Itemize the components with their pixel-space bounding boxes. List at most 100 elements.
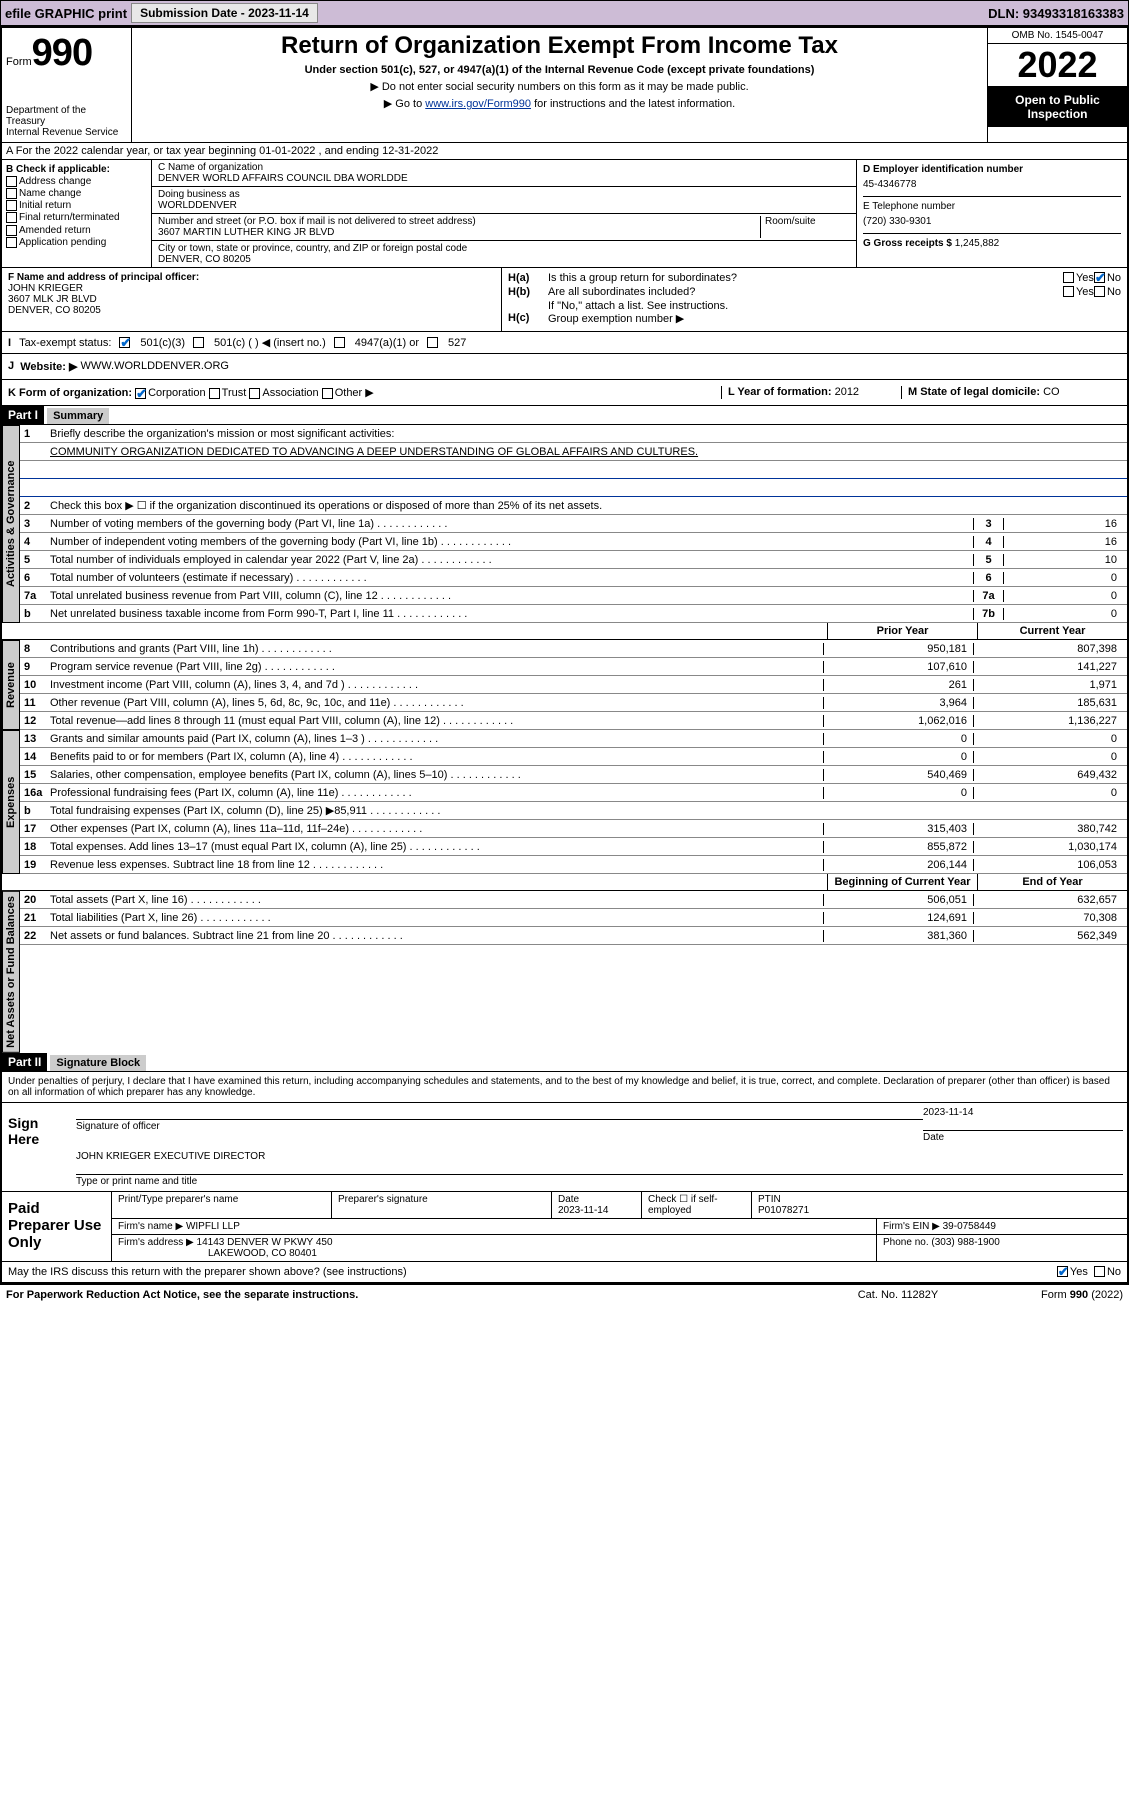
col-f-officer: F Name and address of principal officer:… — [2, 268, 502, 331]
i-label: Tax-exempt status: — [19, 337, 111, 349]
summary-line: 7a Total unrelated business revenue from… — [20, 587, 1127, 605]
financial-line: 8 Contributions and grants (Part VIII, l… — [20, 640, 1127, 658]
c-street-label: Number and street (or P.O. box if mail i… — [158, 216, 760, 227]
hb-yes[interactable] — [1063, 286, 1074, 297]
financial-line: 19 Revenue less expenses. Subtract line … — [20, 856, 1127, 874]
rev-col-header: Prior Year Current Year — [2, 623, 1127, 640]
dln-label: DLN: 93493318163383 — [988, 6, 1124, 21]
cb-amended-return[interactable]: Amended return — [6, 225, 147, 236]
section-bcd: B Check if applicable: Address change Na… — [2, 160, 1127, 268]
firm-ein-label: Firm's EIN ▶ — [883, 1221, 940, 1232]
firm-city: LAKEWOOD, CO 80401 — [118, 1248, 317, 1259]
form-header: Form990 Department of the Treasury Inter… — [2, 28, 1127, 143]
cb-application-pending[interactable]: Application pending — [6, 237, 147, 248]
part2-num: Part II — [2, 1053, 47, 1071]
cb-4947[interactable] — [334, 337, 345, 348]
cb-association[interactable] — [249, 388, 260, 399]
discuss-yes[interactable] — [1057, 1266, 1068, 1277]
irs-link[interactable]: www.irs.gov/Form990 — [425, 98, 531, 110]
e-phone-label: E Telephone number — [863, 201, 1121, 212]
summary-line: 5 Total number of individuals employed i… — [20, 551, 1127, 569]
row-k-form-org: K Form of organization: Corporation Trus… — [2, 380, 1127, 406]
financial-line: 9 Program service revenue (Part VIII, li… — [20, 658, 1127, 676]
sig-name-label: Type or print name and title — [76, 1174, 1123, 1187]
ptin-label: PTIN — [758, 1194, 781, 1205]
cb-name-change[interactable]: Name change — [6, 188, 147, 199]
paid-preparer-label: Paid Preparer Use Only — [2, 1192, 112, 1261]
form-number: 990 — [32, 32, 92, 74]
officer-sig-line: Signature of officer — [76, 1119, 923, 1132]
g-gross: 1,245,882 — [955, 238, 1000, 249]
part1-num: Part I — [2, 406, 44, 424]
firm-addr-label: Firm's address ▶ — [118, 1237, 194, 1248]
sig-date-label: Date — [923, 1130, 1123, 1143]
form-subtitle: Under section 501(c), 527, or 4947(a)(1)… — [136, 64, 983, 76]
summary-line: 6 Total number of volunteers (estimate i… — [20, 569, 1127, 587]
top-bar: efile GRAPHIC print Submission Date - 20… — [0, 0, 1129, 26]
firm-addr: 14143 DENVER W PKWY 450 — [197, 1237, 333, 1248]
sign-here-label: Sign Here — [2, 1103, 72, 1191]
firm-name: WIPFLI LLP — [186, 1221, 240, 1232]
col-begin: Beginning of Current Year — [827, 874, 977, 890]
header-left: Form990 Department of the Treasury Inter… — [2, 28, 132, 142]
l-val: 2012 — [835, 386, 859, 398]
ha-yes[interactable] — [1063, 272, 1074, 283]
submission-date-button[interactable]: Submission Date - 2023-11-14 — [131, 3, 318, 23]
cb-final-return[interactable]: Final return/terminated — [6, 212, 147, 223]
f-street: 3607 MLK JR BLVD — [8, 294, 495, 305]
l-label: L Year of formation: — [728, 386, 832, 398]
ha-text: Is this a group return for subordinates? — [548, 272, 1063, 284]
cb-501c[interactable] — [193, 337, 204, 348]
k-label: K Form of organization: — [8, 387, 132, 399]
d-ein-label: D Employer identification number — [863, 164, 1121, 175]
declaration-text: Under penalties of perjury, I declare th… — [2, 1072, 1127, 1102]
summary-line: b Net unrelated business taxable income … — [20, 605, 1127, 623]
cb-501c3[interactable] — [119, 337, 130, 348]
vtab-netassets: Net Assets or Fund Balances — [2, 891, 20, 1053]
hc-text: Group exemption number ▶ — [548, 312, 684, 325]
financial-line: 14 Benefits paid to or for members (Part… — [20, 748, 1127, 766]
cb-address-change[interactable]: Address change — [6, 176, 147, 187]
discuss-no[interactable] — [1094, 1266, 1105, 1277]
form-main: Form990 Department of the Treasury Inter… — [0, 26, 1129, 1285]
firm-name-label: Firm's name ▶ — [118, 1221, 183, 1232]
cb-corporation[interactable] — [135, 388, 146, 399]
firm-phone: (303) 988-1900 — [931, 1237, 999, 1248]
cb-initial-return[interactable]: Initial return — [6, 200, 147, 211]
j-label: Website: ▶ — [20, 360, 77, 373]
footer: For Paperwork Reduction Act Notice, see … — [0, 1285, 1129, 1305]
financial-line: 15 Salaries, other compensation, employe… — [20, 766, 1127, 784]
financial-line: 22 Net assets or fund balances. Subtract… — [20, 927, 1127, 945]
firm-ein: 39-0758449 — [943, 1221, 996, 1232]
cb-527[interactable] — [427, 337, 438, 348]
c-street: 3607 MARTIN LUTHER KING JR BLVD — [158, 227, 760, 238]
omb-number: OMB No. 1545-0047 — [988, 28, 1127, 44]
col-c-org-info: C Name of organization DENVER WORLD AFFA… — [152, 160, 857, 267]
col-d-ein: D Employer identification number 45-4346… — [857, 160, 1127, 267]
signature-block: Under penalties of perjury, I declare th… — [2, 1072, 1127, 1283]
l1-label: Briefly describe the organization's miss… — [50, 428, 1123, 440]
section-fh: F Name and address of principal officer:… — [2, 268, 1127, 332]
ptin: P01078271 — [758, 1205, 809, 1216]
m-val: CO — [1043, 386, 1060, 398]
col-end: End of Year — [977, 874, 1127, 890]
vtab-governance: Activities & Governance — [2, 425, 20, 623]
f-name: JOHN KRIEGER — [8, 283, 495, 294]
cb-other[interactable] — [322, 388, 333, 399]
financial-line: 17 Other expenses (Part IX, column (A), … — [20, 820, 1127, 838]
note-ssn: ▶ Do not enter social security numbers o… — [136, 80, 983, 93]
cb-trust[interactable] — [209, 388, 220, 399]
prep-name-label: Print/Type preparer's name — [112, 1192, 332, 1218]
header-right: OMB No. 1545-0047 2022 Open to Public In… — [987, 28, 1127, 142]
financial-line: 18 Total expenses. Add lines 13–17 (must… — [20, 838, 1127, 856]
efile-label: efile GRAPHIC print — [5, 6, 127, 21]
c-room-label: Room/suite — [760, 216, 850, 238]
firm-phone-label: Phone no. — [883, 1237, 929, 1248]
ha-no[interactable] — [1094, 272, 1105, 283]
e-phone: (720) 330-9301 — [863, 216, 1121, 227]
note-goto: ▶ Go to www.irs.gov/Form990 for instruct… — [136, 97, 983, 110]
net-col-header: Beginning of Current Year End of Year — [2, 874, 1127, 891]
b-label: B Check if applicable: — [6, 164, 147, 175]
col-h-group: H(a)Is this a group return for subordina… — [502, 268, 1127, 331]
hb-no[interactable] — [1094, 286, 1105, 297]
